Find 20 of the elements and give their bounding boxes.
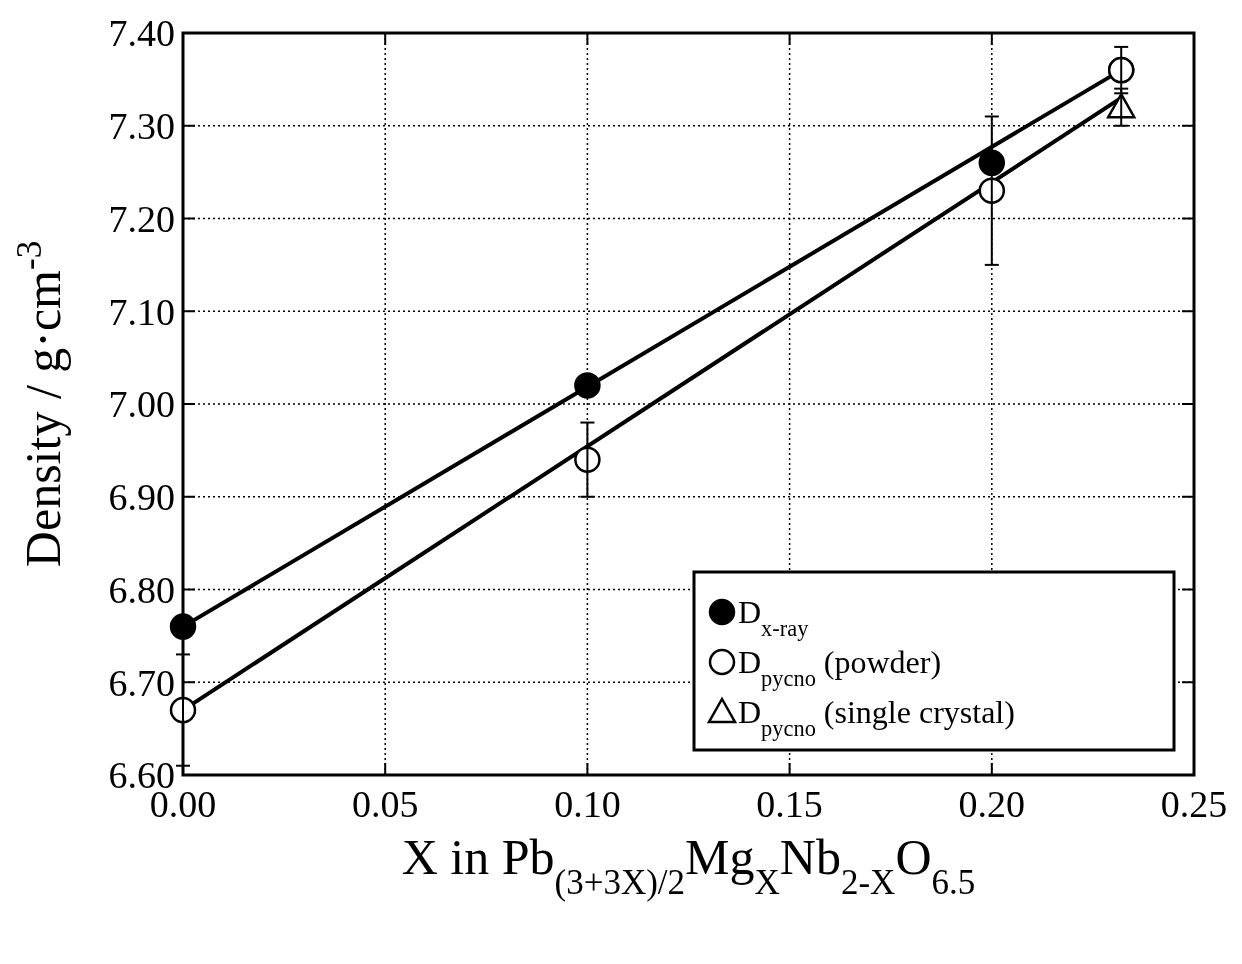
legend-label: D$_{x-ray}$ [738, 594, 810, 641]
y-tick-label: 7.20 [108, 197, 175, 240]
y-tick-label: 7.10 [108, 290, 175, 333]
x-tick-label: 0.25 [1160, 783, 1228, 825]
x-tick-label: 0.10 [554, 783, 621, 825]
legend-label: D$_{pycno}$ (single crystal) [738, 694, 1015, 741]
x-tick-label: 0.20 [958, 783, 1026, 825]
y-tick-label: 6.70 [108, 661, 175, 704]
y-tick-label: 7.00 [108, 383, 175, 426]
y-tick-label: 6.80 [108, 568, 175, 611]
point [169, 613, 197, 640]
x-axis-title: X in Pb$_{(3+3X)/2}$Mg$_{X}$Nb$_{2-X}$O$_{6.5}$ [401, 829, 976, 902]
y-tick-label: 6.90 [108, 476, 175, 519]
y-tick-label: 7.40 [108, 12, 175, 55]
y-tick-label: 7.30 [108, 105, 175, 148]
x-tick-label: 0.15 [756, 783, 823, 825]
legend-label: D$_{pycno}$ (powder) [738, 644, 942, 691]
point [574, 372, 601, 399]
point [978, 149, 1006, 177]
x-tick-label: 0.05 [351, 783, 419, 825]
